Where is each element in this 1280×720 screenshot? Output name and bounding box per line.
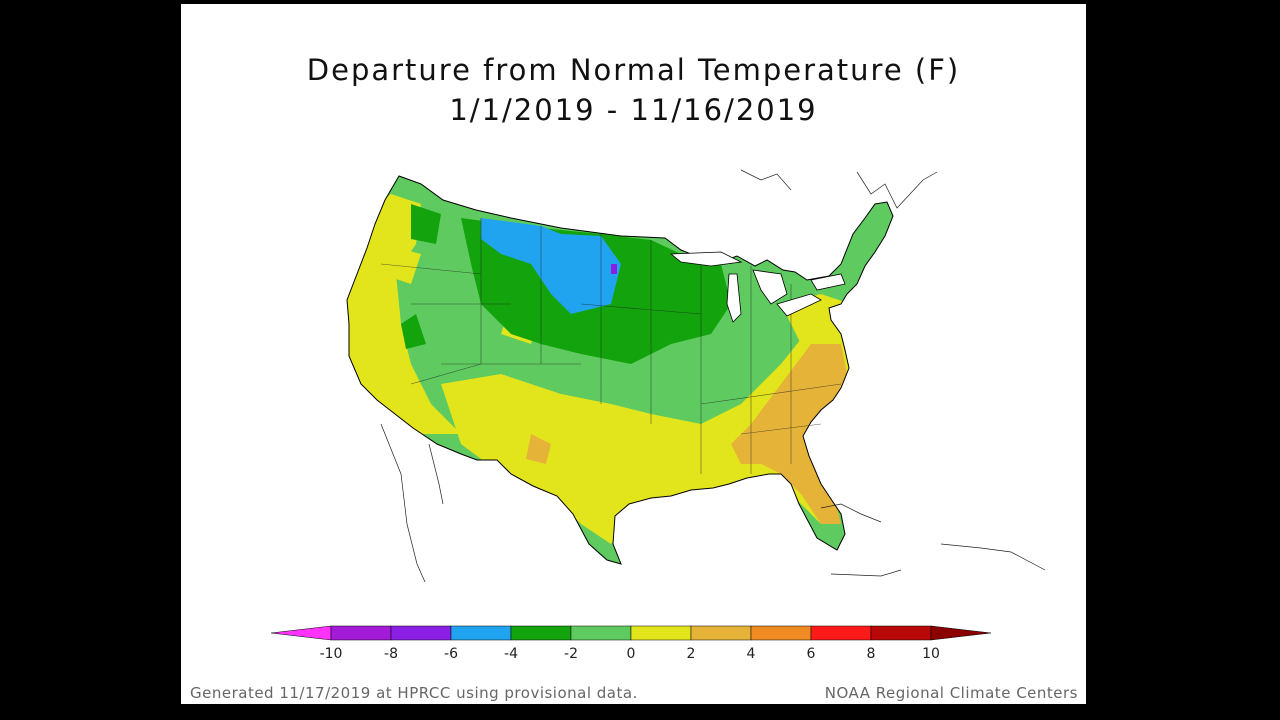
us-temperature-map: [346, 169, 1046, 583]
zone-minus4-dakotas: [481, 218, 621, 314]
legend-tick-label: -10: [320, 646, 343, 662]
legend-arrow-above: [930, 625, 992, 641]
legend-bin: [870, 625, 932, 641]
map-date-range: 1/1/2019 - 11/16/2019: [449, 93, 818, 127]
legend-bin: [810, 625, 872, 641]
legend-bin: [690, 625, 752, 641]
legend-tick-label: -8: [384, 646, 398, 662]
legend-tick-label: 0: [627, 646, 636, 662]
legend-tick-label: 10: [922, 646, 940, 662]
source-credit: NOAA Regional Climate Centers: [824, 684, 1078, 702]
map-title: Departure from Normal Temperature (F): [306, 53, 961, 87]
zone-minus6-spot: [611, 264, 617, 274]
legend-tick-label: 4: [747, 646, 756, 662]
legend-tick-label: 8: [867, 646, 876, 662]
legend-bin: [510, 625, 572, 641]
zone-minus2-idaho: [411, 204, 441, 244]
great-lakes: [669, 251, 846, 323]
legend-bin: [450, 625, 512, 641]
legend-bin: [750, 625, 812, 641]
legend-tick-label: 2: [687, 646, 696, 662]
zone-plus2-texas: [526, 434, 551, 464]
legend-tick-label: -2: [564, 646, 578, 662]
zone-plus0-west-coast: [347, 194, 461, 434]
us-outline: [346, 175, 894, 565]
legend-bin: [390, 625, 452, 641]
map-panel: Departure from Normal Temperature (F) 1/…: [181, 4, 1086, 704]
legend-bin: [630, 625, 692, 641]
legend-tick-label: -4: [504, 646, 518, 662]
state-boundaries: [380, 218, 842, 474]
legend-arrow-below: [270, 625, 332, 641]
legend-bin: [570, 625, 632, 641]
generated-note: Generated 11/17/2019 at HPRCC using prov…: [190, 684, 638, 702]
zone-plus0-oregon: [381, 244, 421, 284]
legend-tick-label: 6: [807, 646, 816, 662]
neighbor-coastlines: [380, 169, 1046, 583]
color-legend: -10 -8 -6 -4 -2 0 2 4 6 8 10: [270, 625, 992, 662]
zone-minus2-nevada: [401, 314, 426, 349]
legend-bin: [330, 625, 392, 641]
legend-tick-label: -6: [444, 646, 458, 662]
